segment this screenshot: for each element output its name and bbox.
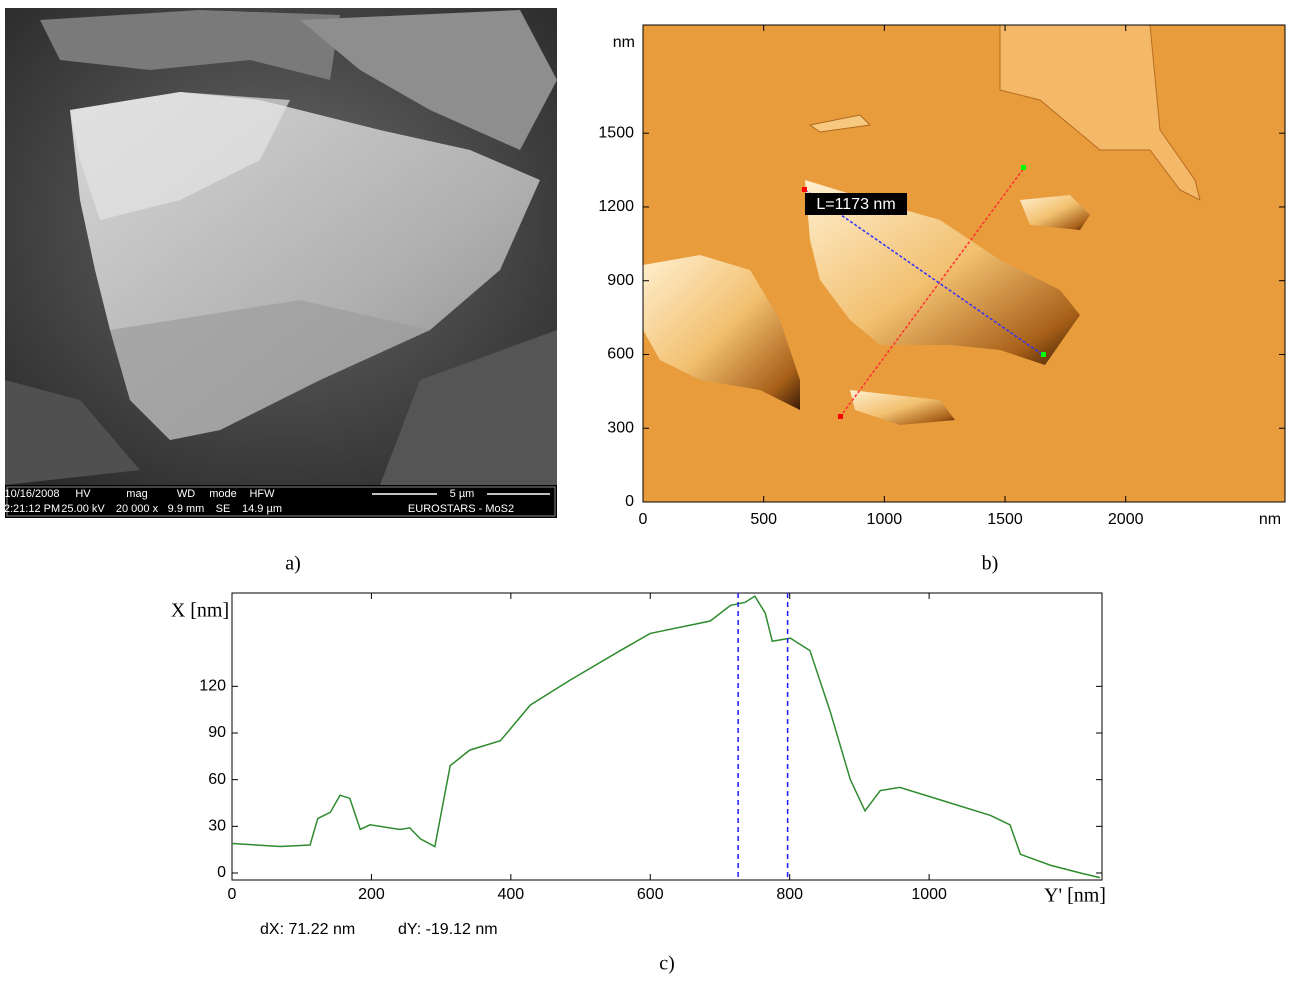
info-header: HFW	[249, 488, 275, 500]
panel-label: c)	[659, 953, 675, 975]
y-tick-label: 1200	[598, 198, 634, 215]
info-value: 2:21:12 PM	[4, 503, 60, 515]
readout: dX: 71.22 nm	[260, 921, 355, 938]
info-header: mode	[209, 488, 237, 500]
info-value: 9.9 mm	[168, 503, 205, 515]
x-tick-label: 800	[776, 886, 803, 903]
x-tick-label: 0	[228, 886, 237, 903]
readout: dY: -19.12 nm	[398, 921, 498, 938]
info-value: 25.00 kV	[61, 503, 105, 515]
y-tick-label: 0	[625, 493, 634, 510]
y-tick-label: 90	[208, 724, 226, 741]
x-tick-label: 600	[637, 886, 664, 903]
x-tick-label: 2000	[1108, 511, 1144, 528]
y-tick-label: 0	[217, 864, 226, 881]
x-tick-label: 1000	[911, 886, 947, 903]
profile-line	[232, 596, 1100, 878]
y-axis-label: X [nm]	[171, 600, 229, 622]
info-header: WD	[177, 488, 195, 500]
afm-image	[643, 25, 1285, 502]
x-tick-label: 1000	[867, 511, 903, 528]
y-tick-label: 300	[607, 419, 634, 436]
sem-info-bar: 10/16/2008 2:21:12 PM HV 25.00 kV mag 20 000 …	[4, 485, 557, 518]
annotation: L=1173 nm	[816, 196, 895, 213]
panel-label: b)	[982, 553, 999, 575]
info-label: EUROSTARS - MoS2	[408, 503, 514, 515]
y-tick-label: 600	[607, 346, 634, 363]
y-tick-label: 120	[199, 678, 226, 695]
info-header: mag	[126, 488, 147, 500]
x-tick-label: 500	[750, 511, 777, 528]
x-tick-label: 200	[358, 886, 385, 903]
y-tick-label: 1500	[598, 124, 634, 141]
y-tick-label: 60	[208, 771, 226, 788]
x-tick-label: 1500	[987, 511, 1023, 528]
info-header: HV	[75, 488, 91, 500]
y-tick-label: 900	[607, 272, 634, 289]
y-tick-label: 30	[208, 818, 226, 835]
info-value: SE	[216, 503, 231, 515]
plot-frame	[232, 593, 1102, 880]
y-unit: nm	[613, 34, 635, 51]
sem-image	[5, 8, 557, 485]
info-header: 10/16/2008	[4, 488, 59, 500]
info-value: 20 000 x	[116, 503, 159, 515]
panel-label: a)	[285, 553, 301, 575]
x-axis-label: Y' [nm]	[1044, 885, 1106, 907]
x-tick-label: 400	[497, 886, 524, 903]
figure: 10/16/2008 2:21:12 PM HV 25.00 kV mag 20 000 …	[0, 0, 1295, 979]
info-value: 14.9 µm	[242, 503, 282, 515]
x-unit: nm	[1259, 511, 1281, 528]
x-tick-label: 0	[639, 511, 648, 528]
scale-bar-label: 5 µm	[450, 488, 475, 500]
